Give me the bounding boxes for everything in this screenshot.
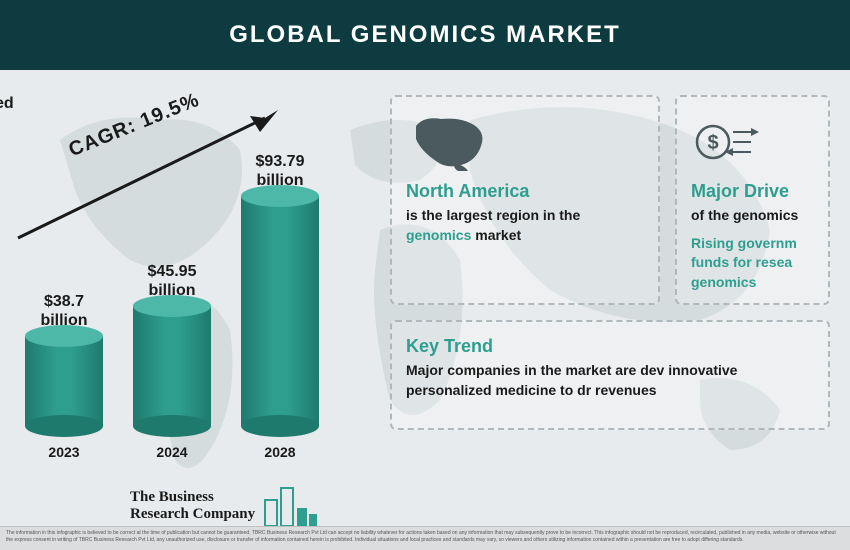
- bar-group: $45.95billion2024: [133, 262, 211, 460]
- driver-detail: Rising governm funds for resea genomics: [691, 234, 814, 293]
- bar-cylinder: [133, 306, 211, 426]
- logo-line2: Research Company: [130, 506, 255, 522]
- disclaimer: The information in this infographic is b…: [0, 526, 850, 550]
- trend-heading: Key Trend: [406, 336, 814, 357]
- region-heading: North America: [406, 181, 644, 202]
- logo-text: The Business Research Company: [130, 489, 255, 524]
- bar-cylinder: [25, 336, 103, 426]
- bar-year-label: 2023: [48, 444, 79, 460]
- chart-area: CAGR: 19.5% $38.7billion2023$45.95billio…: [0, 80, 370, 490]
- bar-group: $38.7billion2023: [25, 292, 103, 460]
- panel-region: North America is the largest region in t…: [390, 95, 660, 305]
- region-subtitle: is the largest region in the genomics ma…: [406, 206, 644, 245]
- content: CAGR: 19.5% $38.7billion2023$45.95billio…: [0, 70, 850, 490]
- bar-year-label: 2028: [264, 444, 295, 460]
- panel-row-top: North America is the largest region in t…: [390, 95, 850, 305]
- region-sub-pre: is the largest region in the: [406, 207, 580, 223]
- header: GLOBAL GENOMICS MARKET: [0, 0, 850, 70]
- footer: The Business Research Company The inform…: [0, 490, 850, 550]
- panel-trend: Key Trend Major companies in the market …: [390, 320, 830, 430]
- driver-heading: Major Drive: [691, 181, 814, 202]
- logo-line1: The Business: [130, 489, 214, 505]
- north-america-icon: [406, 111, 644, 173]
- region-sub-post: market: [471, 227, 521, 243]
- trend-body: Major companies in the market are dev in…: [406, 361, 814, 400]
- panel-driver: $ Major Drive of the genomics Rising gov…: [675, 95, 830, 305]
- bar-year-label: 2024: [156, 444, 187, 460]
- driver-sub: of the genomics: [691, 206, 814, 226]
- logo-bars-icon: [263, 482, 319, 530]
- page-title: GLOBAL GENOMICS MARKET: [229, 21, 621, 49]
- company-logo: The Business Research Company: [130, 482, 319, 530]
- region-sub-accent: genomics: [406, 227, 471, 243]
- svg-text:$: $: [707, 132, 718, 154]
- info-panels: North America is the largest region in t…: [370, 80, 850, 490]
- growth-arrow: [10, 100, 290, 250]
- dollar-transfer-icon: $: [691, 111, 814, 173]
